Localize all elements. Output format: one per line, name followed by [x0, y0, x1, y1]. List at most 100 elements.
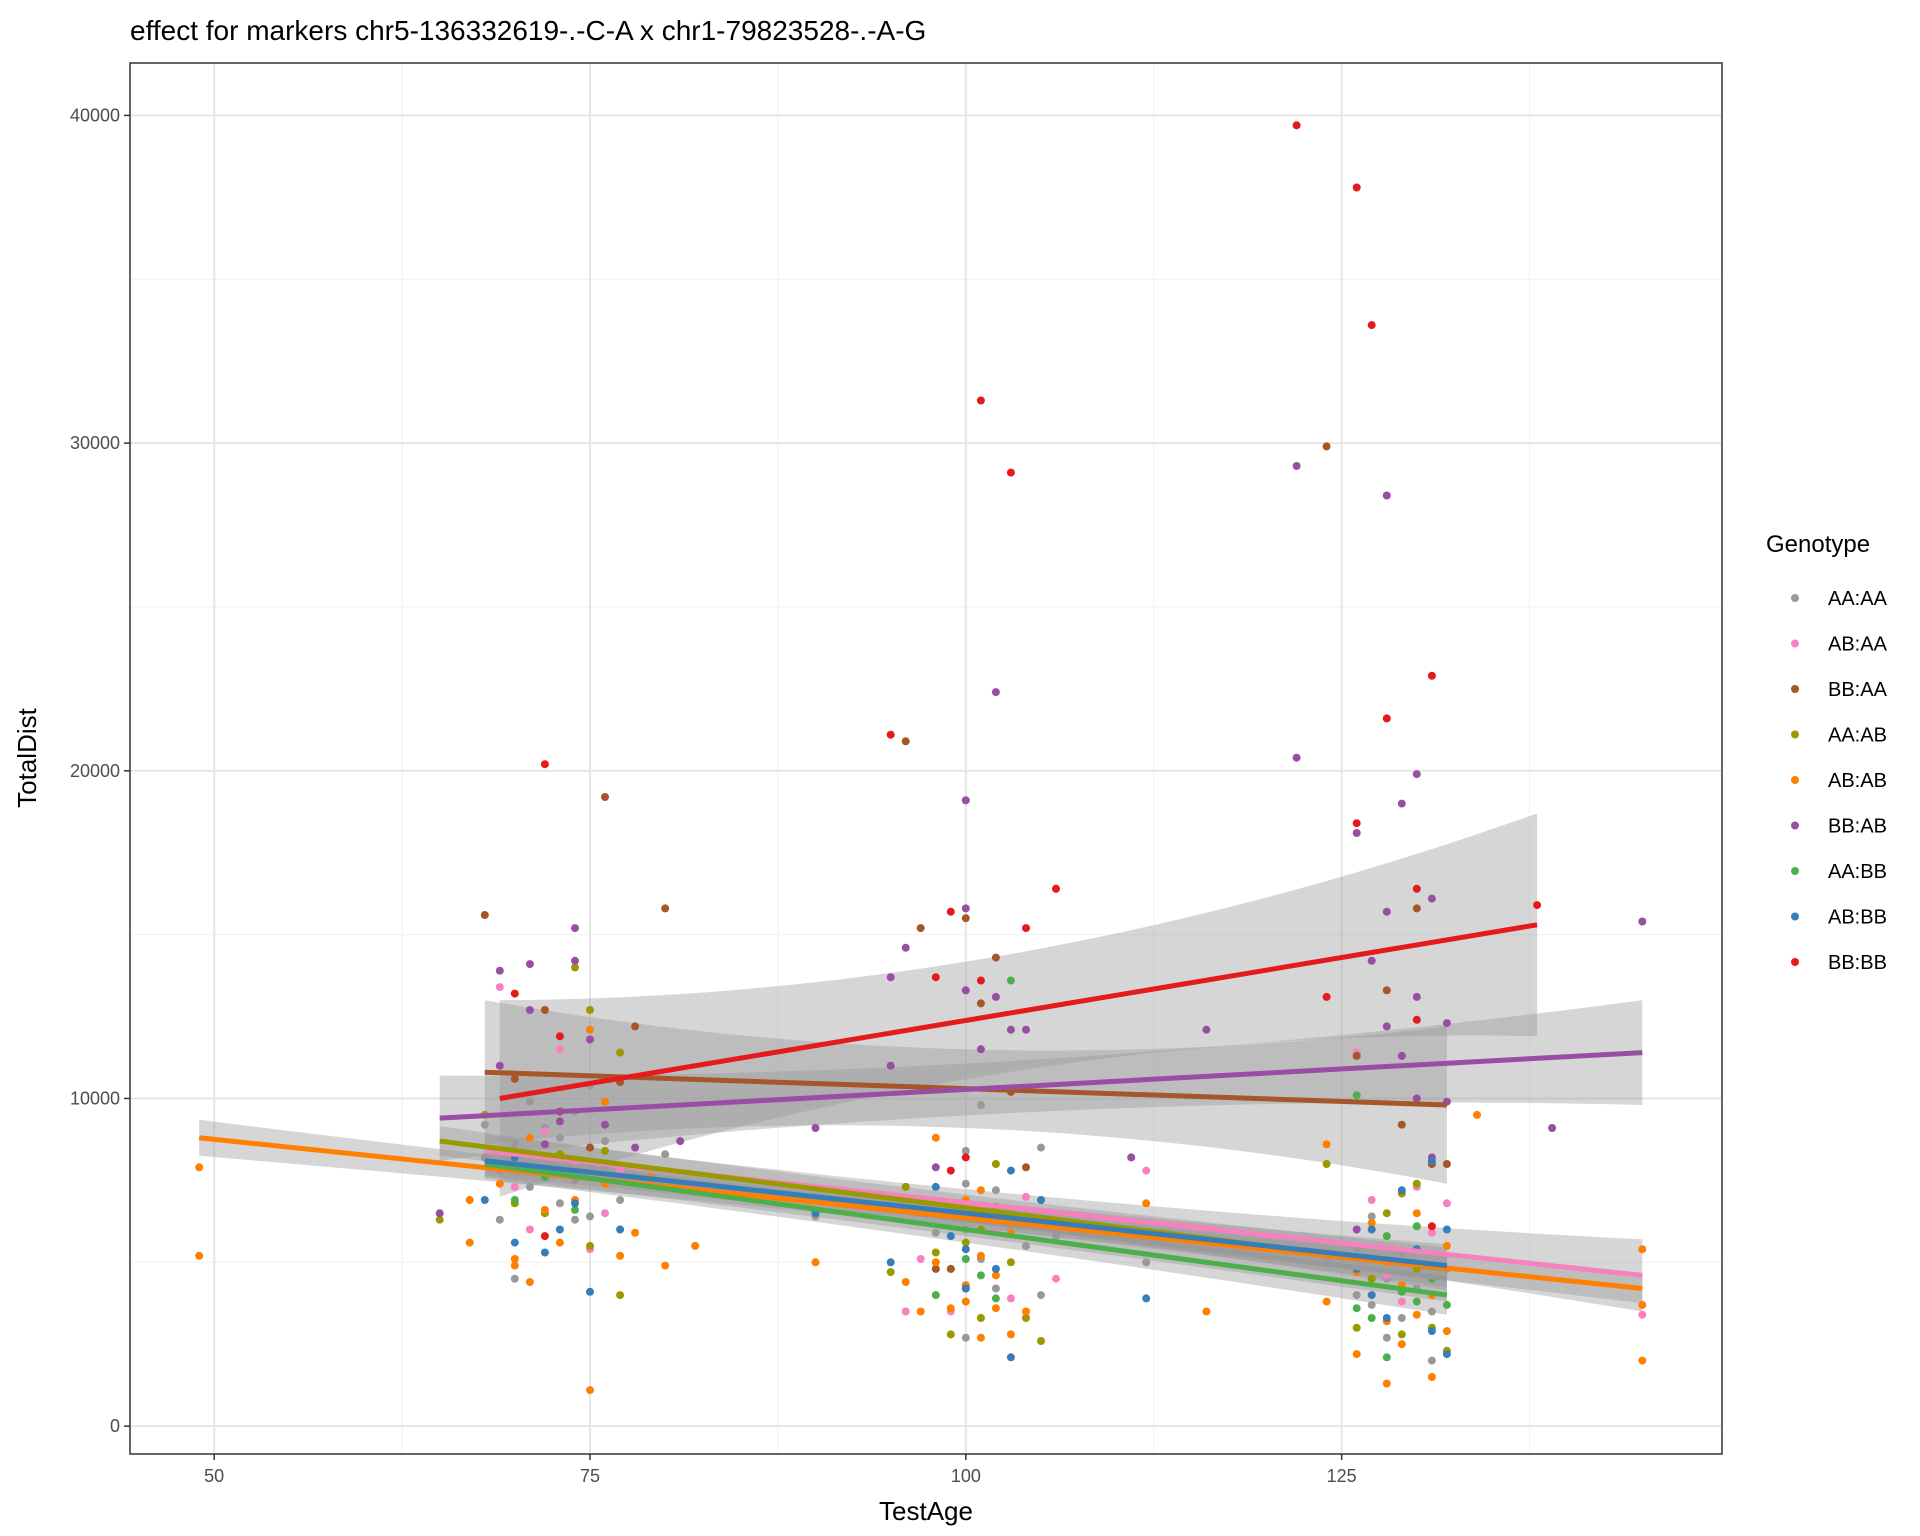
data-point-AA-AB — [571, 963, 579, 972]
data-point-BB-AB — [495, 966, 504, 975]
y-tick-label: 40000 — [70, 105, 120, 125]
data-point-AB-AB — [1006, 1330, 1015, 1339]
data-point-AA-AA — [991, 1284, 1000, 1293]
data-point-AB-AB — [195, 1251, 204, 1260]
data-point-BB-AB — [1006, 1025, 1015, 1034]
data-point-AB-AB — [586, 1025, 594, 1034]
data-point-AA-AB — [1037, 1337, 1045, 1345]
data-point-BB-AA — [1382, 986, 1391, 995]
data-point-AB-BB — [480, 1196, 489, 1204]
data-point-BB-AB — [811, 1124, 820, 1132]
data-point-AB-AB — [1022, 1307, 1030, 1316]
data-point-BB-AB — [901, 943, 910, 952]
data-point-BB-BB — [946, 907, 955, 916]
data-point-BB-AB — [1292, 462, 1301, 470]
data-point-BB-AB — [976, 1045, 985, 1054]
data-point-AB-AB — [1352, 1350, 1361, 1359]
data-point-AB-AB — [931, 1133, 940, 1142]
data-point-AB-AA — [1638, 1310, 1647, 1319]
data-point-AA-AA — [1382, 1333, 1391, 1342]
data-point-AA-AB — [616, 1291, 625, 1300]
data-point-AB-AA — [1052, 1274, 1060, 1283]
data-point-AB-AB — [495, 1179, 504, 1188]
data-point-BB-AB — [1412, 770, 1421, 779]
data-point-AA-BB — [1382, 1232, 1391, 1241]
data-point-BB-AB — [886, 973, 895, 982]
fit-line-BB-AB — [439, 1050, 1643, 1121]
data-point-BB-AA — [931, 1264, 940, 1273]
data-point-AB-AA — [1427, 1228, 1436, 1237]
data-point-BB-AB — [540, 1140, 549, 1149]
data-point-AA-AB — [1397, 1330, 1406, 1339]
data-point-AB-BB — [886, 1258, 895, 1267]
legend-label-AA-BB: AA:BB — [1828, 861, 1887, 883]
y-axis: 0 10000 20000 30000 40000 — [70, 105, 130, 1436]
data-point-AB-BB — [961, 1245, 970, 1254]
data-point-AA-BB — [1006, 976, 1015, 985]
data-point-AB-AB — [661, 1261, 670, 1270]
data-point-BB-BB — [1352, 183, 1361, 192]
data-point-AB-BB — [1142, 1294, 1151, 1303]
data-point-BB-AB — [1292, 753, 1301, 762]
data-point-AB-AA — [1006, 1294, 1015, 1303]
data-point-BB-AA — [1397, 1120, 1406, 1129]
data-point-BB-AB — [571, 956, 579, 965]
data-point-AB-BB — [1397, 1186, 1406, 1195]
data-point-BB-BB — [1427, 1222, 1436, 1231]
data-point-AB-AB — [555, 1238, 564, 1247]
data-point-AB-AB — [525, 1278, 534, 1286]
x-axis: 50 75 100 125 — [204, 1454, 1357, 1486]
x-tick-label: 125 — [1327, 1466, 1357, 1486]
data-point-AB-BB — [1037, 1196, 1045, 1204]
data-point-BB-BB — [510, 989, 519, 998]
data-point-BB-BB — [931, 973, 940, 982]
data-point-AB-AA — [510, 1182, 519, 1191]
data-point-BB-BB — [1352, 819, 1361, 828]
data-point-BB-BB — [1412, 884, 1421, 893]
data-point-AA-AB — [1006, 1258, 1015, 1267]
data-point-BB-AA — [1442, 1160, 1451, 1168]
data-point-BB-AA — [1352, 1051, 1361, 1060]
data-point-AB-AB — [946, 1304, 955, 1313]
data-point-BB-AB — [1397, 799, 1406, 808]
data-point-BB-BB — [1052, 884, 1060, 893]
data-point-BB-AB — [1412, 1094, 1421, 1103]
data-point-BB-AB — [631, 1143, 640, 1152]
data-point-AB-AB — [931, 1258, 940, 1267]
data-point-AA-AA — [931, 1228, 940, 1237]
data-point-BB-AB — [961, 796, 970, 805]
data-point-AA-BB — [961, 1255, 970, 1263]
data-point-AB-AB — [1142, 1199, 1151, 1208]
data-point-BB-AB — [1382, 1022, 1391, 1031]
legend-label-AB-BB: AB:BB — [1828, 907, 1887, 929]
data-point-AA-BB — [1352, 1091, 1361, 1100]
legend-label-BB-BB: BB:BB — [1828, 952, 1887, 974]
data-point-AB-BB — [1006, 1166, 1015, 1175]
data-point-AA-AA — [991, 1186, 1000, 1195]
data-point-AA-AB — [586, 1241, 594, 1250]
data-point-AA-AA — [480, 1120, 489, 1129]
data-point-AA-AB — [1367, 1274, 1376, 1283]
data-point-AB-AA — [901, 1307, 910, 1316]
data-point-AB-BB — [510, 1238, 519, 1247]
data-point-BB-AB — [961, 986, 970, 995]
data-point-AB-AA — [1022, 1192, 1030, 1201]
data-point-BB-AB — [931, 1163, 940, 1172]
data-point-AB-AA — [1367, 1196, 1376, 1204]
data-point-AA-AA — [661, 1150, 670, 1159]
data-point-BB-BB — [540, 1232, 549, 1241]
x-tick-label: 100 — [951, 1466, 981, 1486]
data-point-BB-AB — [991, 688, 1000, 697]
data-point-BB-BB — [961, 1153, 970, 1162]
data-point-AA-AA — [555, 1199, 564, 1208]
data-point-BB-AA — [586, 1143, 594, 1152]
data-point-AB-AB — [1638, 1356, 1647, 1365]
data-point-BB-AB — [1202, 1025, 1211, 1034]
data-point-AA-AB — [901, 1182, 910, 1191]
data-point-BB-AA — [1322, 442, 1331, 451]
fit-line-AB-BB — [484, 1158, 1448, 1269]
data-point-BB-AA — [540, 1006, 549, 1014]
legend-title: Genotype — [1766, 531, 1870, 558]
data-point-AA-AA — [571, 1215, 579, 1224]
data-point-BB-AB — [525, 1006, 534, 1014]
